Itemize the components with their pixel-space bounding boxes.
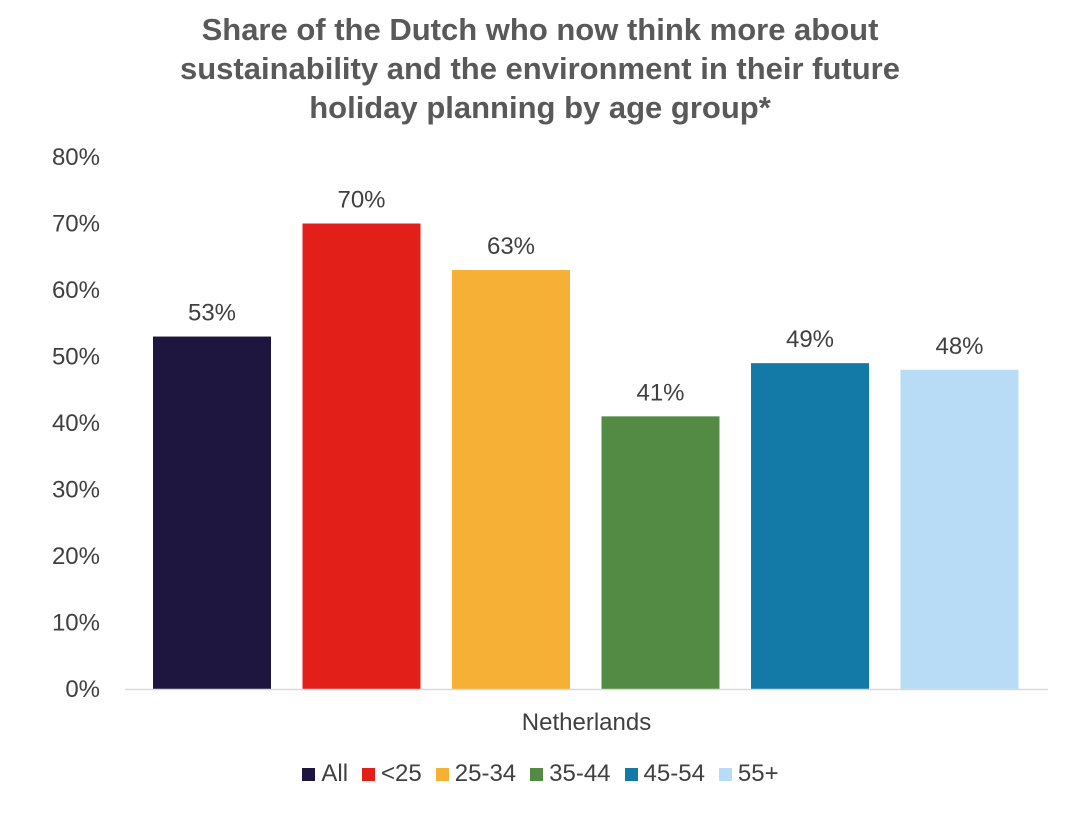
bar-25-34 [452,270,570,689]
x-axis-category-label: Netherlands [522,709,651,736]
y-tick-label: 0% [65,676,100,703]
legend-item: 45-54 [624,760,705,788]
legend-swatch [362,767,376,781]
legend-label: All [321,760,349,787]
legend-item: All [302,760,348,788]
chart-title-line: sustainability and the environment in th… [180,51,900,86]
chart-title-line: Share of the Dutch who now think more ab… [201,12,879,47]
legend-swatch [435,767,449,781]
legend-item: <25 [362,760,422,788]
legend-item: 35-44 [530,760,611,788]
data-label: 70% [337,187,385,214]
y-tick-label: 30% [52,477,100,504]
bar-chart: 0% 10% 20% 30% 40% 50% 60% 70% 80% 53% 70% 63% 41% 4… [52,144,1048,736]
data-label: 63% [487,233,535,260]
y-tick-label: 20% [52,543,100,570]
bar-25 [302,223,421,689]
y-tick-label: 40% [52,410,100,437]
chart-title: Share of the Dutch who now think more ab… [40,10,1040,127]
legend-label: 35-44 [549,760,611,787]
legend-item: 55+ [718,760,779,788]
bar-all [153,336,271,689]
data-label: 48% [935,333,983,360]
chart-title-line: holiday planning by age group* [309,90,771,125]
y-tick-label: 60% [52,277,100,304]
legend: All <25 25-34 35-44 45-54 55+ [0,760,1081,788]
bar-55 [900,369,1019,689]
bar-35-44 [601,416,720,689]
y-tick-label: 70% [52,211,100,238]
legend-label: 45-54 [643,760,705,787]
data-labels: 53% 70% 63% 41% 49% 48% [188,187,984,407]
legend-swatch [718,767,732,781]
y-tick-label: 80% [52,144,100,171]
legend-label: <25 [381,760,422,787]
bar-45-54 [751,363,869,689]
bars [153,223,1019,689]
legend-swatch [624,767,638,781]
y-tick-label: 50% [52,344,100,371]
y-axis-ticks: 0% 10% 20% 30% 40% 50% 60% 70% 80% [52,144,100,703]
legend-label: 25-34 [454,760,517,787]
y-tick-label: 10% [52,610,100,637]
data-label: 53% [188,300,236,327]
legend-label: 55+ [737,760,779,787]
legend-item: 25-34 [435,760,517,788]
data-label: 49% [786,326,834,353]
data-label: 41% [636,379,684,406]
legend-swatch [302,767,316,781]
legend-swatch [530,767,544,781]
